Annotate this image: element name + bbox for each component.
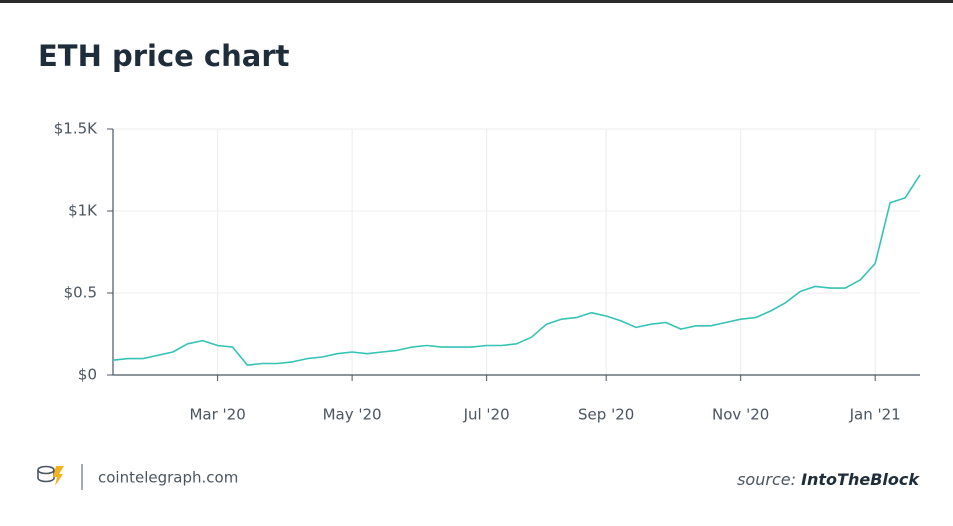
source: source: IntoTheBlock (737, 470, 920, 489)
chart-title: ETH price chart (38, 39, 290, 73)
x-tick-label: May '20 (323, 406, 382, 424)
price-line (112, 174, 921, 366)
y-tick-label: $1K (68, 202, 98, 220)
x-tick-label: Nov '20 (712, 406, 769, 424)
source-name: IntoTheBlock (801, 470, 920, 489)
site-name: cointelegraph.com (98, 469, 238, 487)
x-tick-label: Jan '21 (849, 406, 901, 424)
source-label: source: (737, 470, 796, 489)
y-tick-label: $0.5 (64, 284, 97, 302)
y-tick-label: $1.5K (54, 120, 98, 138)
x-tick-label: Mar '20 (189, 406, 245, 424)
y-tick-label: $0 (78, 366, 97, 384)
logo (37, 465, 64, 486)
x-tick-label: Jul '20 (463, 406, 510, 424)
plot-area: $0 $0.5 $1K $1.5K Mar '20 May '20 Jul '20 Sep '… (54, 120, 921, 424)
top-strip (0, 0, 953, 3)
x-tick-label: Sep '20 (578, 406, 634, 424)
